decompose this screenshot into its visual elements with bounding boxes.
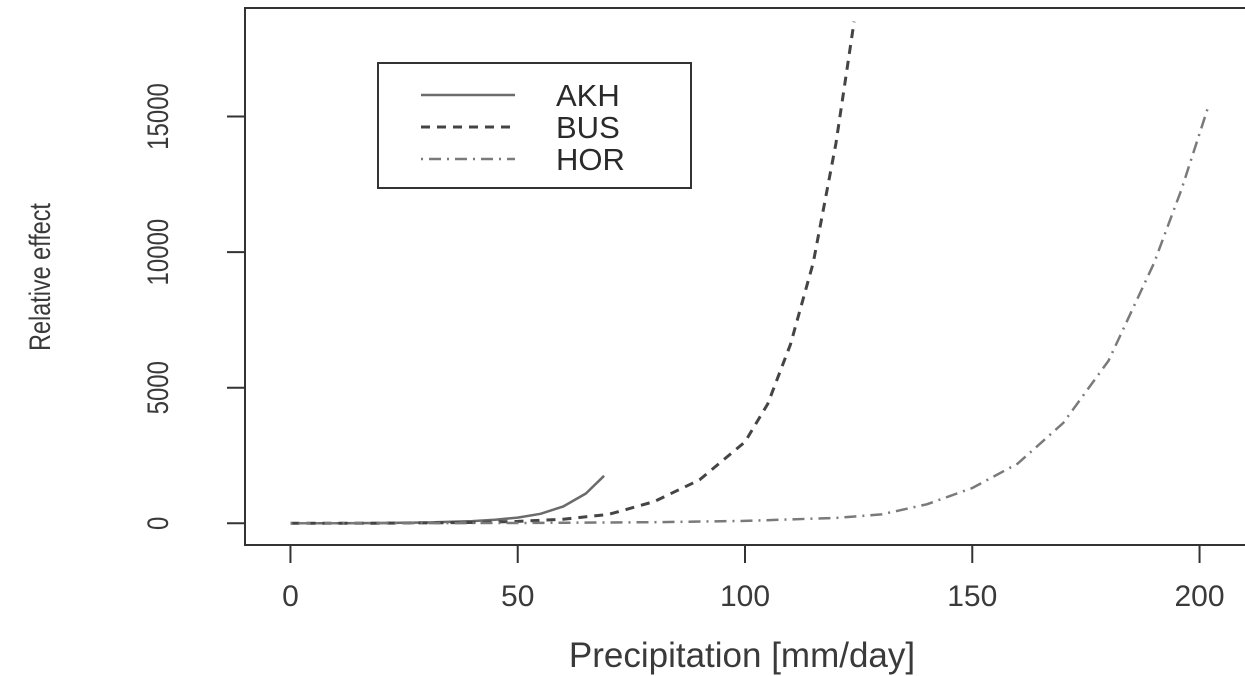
x-tick-label: 50	[501, 580, 534, 613]
x-tick-label: 100	[720, 580, 770, 613]
series-line-bus	[290, 21, 856, 525]
x-axis-label: Precipitation [mm/day]	[569, 636, 915, 675]
series-line-akh	[290, 474, 605, 525]
legend-box	[377, 62, 692, 189]
x-tick-label: 150	[947, 580, 997, 613]
legend-label-hor: HOR	[556, 142, 625, 177]
series-line-hor	[290, 105, 1210, 525]
x-axis: 0 50 100 150 200	[282, 545, 1225, 613]
y-tick-label: 5000	[140, 361, 174, 414]
y-tick-label: 10000	[140, 219, 174, 286]
legend-label-akh: AKH	[556, 78, 620, 113]
y-tick-label: 0	[140, 517, 174, 530]
legend-label-bus: BUS	[556, 110, 620, 145]
x-tick-label: 0	[282, 580, 299, 613]
series-layer	[290, 21, 1210, 525]
y-axis: 0 5000 10000 15000	[140, 83, 245, 530]
y-tick-label: 15000	[140, 83, 174, 150]
x-tick-label: 200	[1175, 580, 1225, 613]
y-axis-label: Relative effect	[23, 203, 56, 351]
